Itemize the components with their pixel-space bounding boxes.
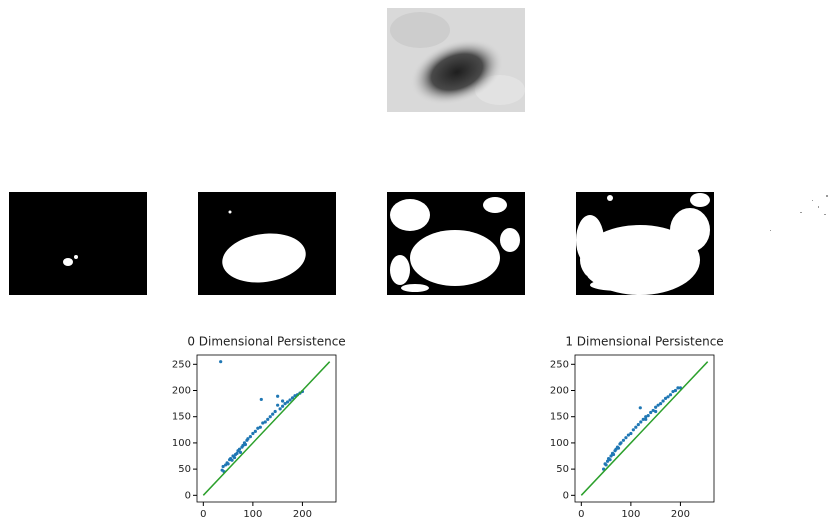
point — [271, 412, 275, 416]
point — [671, 389, 675, 394]
y-tick-label: 200 — [550, 386, 569, 397]
y-tick-label: 100 — [550, 438, 569, 449]
point — [237, 447, 242, 451]
y-tick-label: 50 — [556, 464, 569, 475]
point — [251, 431, 255, 436]
point — [639, 420, 643, 424]
point — [256, 426, 260, 430]
point — [638, 406, 642, 410]
point — [629, 431, 633, 436]
chart-title: 1 Dimensional Persistence — [565, 335, 723, 349]
point — [230, 458, 234, 462]
y-tick-label: 100 — [172, 438, 191, 449]
point — [609, 454, 613, 458]
point — [604, 463, 608, 467]
point — [283, 402, 287, 406]
point — [621, 438, 626, 442]
threshold-image-2 — [198, 192, 336, 295]
point — [634, 425, 638, 429]
point — [646, 414, 650, 418]
point — [611, 452, 616, 457]
point — [263, 420, 267, 424]
point — [624, 436, 628, 440]
x-tick-label: 200 — [671, 509, 690, 520]
point — [656, 403, 660, 407]
point — [608, 458, 612, 462]
point — [644, 417, 648, 421]
y-tick-label: 250 — [172, 359, 191, 370]
threshold-image-5 — [770, 195, 828, 231]
y-tick-label: 200 — [172, 386, 191, 397]
point — [663, 396, 668, 400]
diagonal-line — [202, 361, 331, 496]
x-tick-label: 0 — [578, 509, 584, 520]
y-tick-label: 150 — [550, 412, 569, 423]
axes-frame — [574, 354, 715, 503]
point — [241, 443, 245, 448]
x-tick-label: 100 — [243, 509, 262, 520]
axes-frame — [196, 354, 337, 503]
threshold-image-3 — [387, 192, 525, 295]
point — [258, 425, 262, 429]
point — [276, 403, 280, 407]
point — [673, 388, 678, 393]
point — [644, 415, 648, 419]
point — [238, 450, 243, 454]
point — [266, 417, 270, 421]
diagonal-line — [580, 361, 709, 496]
source-image — [387, 8, 525, 112]
point — [219, 360, 223, 364]
point — [605, 459, 610, 463]
point — [649, 410, 653, 415]
point — [261, 421, 265, 425]
point — [246, 437, 250, 441]
point — [235, 451, 239, 455]
point — [659, 402, 663, 406]
point — [651, 408, 655, 413]
x-tick-label: 0 — [200, 509, 206, 520]
point — [676, 386, 680, 390]
point — [285, 400, 290, 404]
y-tick-label: 0 — [185, 490, 191, 501]
point — [276, 394, 280, 398]
point — [281, 399, 285, 403]
point — [288, 398, 292, 402]
point — [654, 405, 658, 409]
point — [273, 409, 277, 414]
point — [281, 404, 285, 408]
point — [636, 422, 640, 427]
point — [232, 455, 237, 460]
point — [661, 399, 665, 403]
x-tick-label: 200 — [293, 509, 312, 520]
point — [616, 446, 621, 450]
point — [626, 433, 630, 437]
x-tick-label: 100 — [621, 509, 640, 520]
point — [668, 393, 673, 397]
point — [278, 407, 282, 411]
point — [253, 429, 257, 433]
y-tick-label: 50 — [178, 464, 191, 475]
y-tick-label: 150 — [172, 412, 191, 423]
point — [248, 435, 252, 439]
point — [654, 409, 658, 414]
point — [631, 428, 635, 432]
point — [243, 442, 248, 447]
point — [666, 395, 670, 399]
point — [268, 415, 272, 419]
y-tick-label: 0 — [563, 490, 569, 501]
point — [290, 396, 295, 400]
threshold-image-4 — [576, 192, 714, 295]
point — [221, 464, 225, 469]
point — [641, 417, 645, 421]
threshold-image-1 — [9, 192, 147, 295]
point — [226, 462, 230, 466]
y-tick-label: 250 — [550, 359, 569, 370]
point — [259, 397, 263, 402]
chart-title: 0 Dimensional Persistence — [187, 335, 345, 349]
point — [619, 441, 623, 445]
